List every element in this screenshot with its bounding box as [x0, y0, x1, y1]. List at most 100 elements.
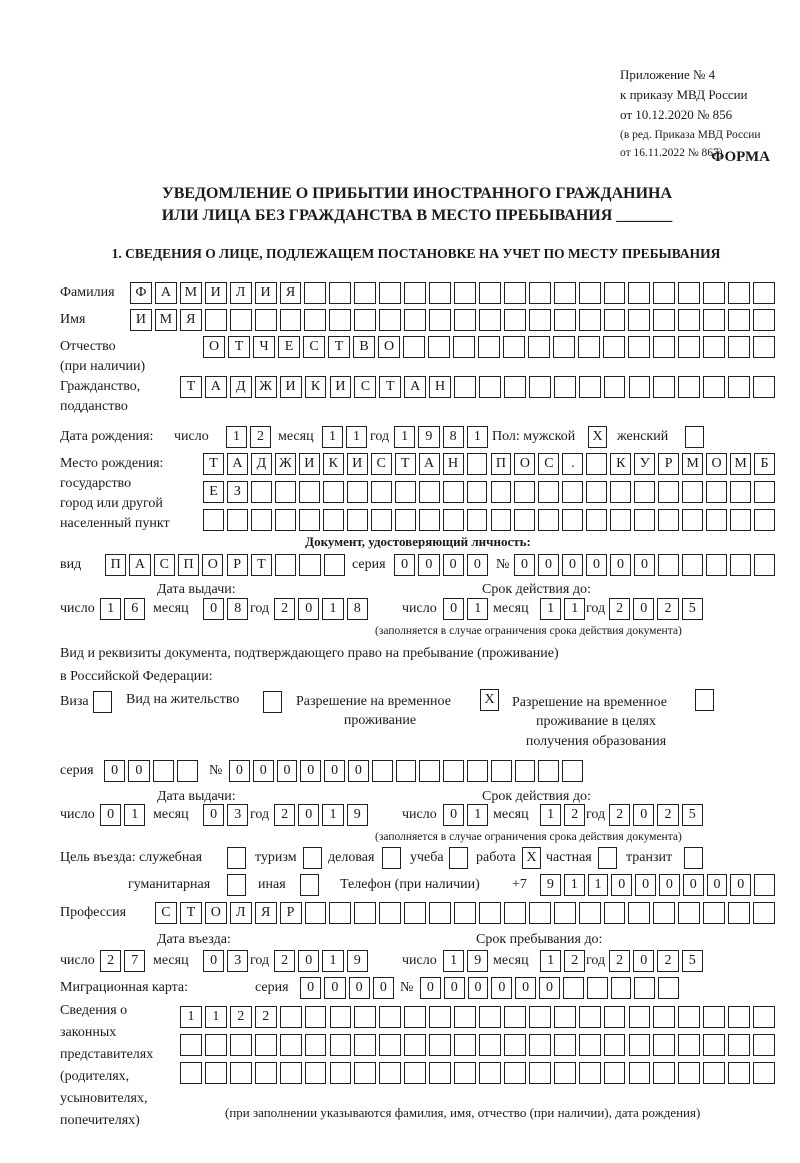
char-box[interactable]: 0	[635, 874, 656, 896]
char-box[interactable]	[706, 509, 728, 531]
char-box[interactable]	[428, 336, 450, 358]
char-box[interactable]	[354, 1062, 377, 1084]
char-box[interactable]	[754, 481, 775, 503]
char-box[interactable]	[754, 554, 775, 576]
char-box[interactable]	[454, 1006, 476, 1028]
char-box[interactable]	[634, 977, 656, 999]
char-box[interactable]: Т	[328, 336, 350, 358]
char-box[interactable]	[728, 902, 751, 924]
char-box[interactable]	[706, 554, 727, 576]
char-box[interactable]: 0	[443, 977, 465, 999]
char-box[interactable]	[514, 509, 536, 531]
char-box[interactable]: К	[304, 376, 327, 398]
char-box[interactable]	[395, 760, 417, 782]
char-box[interactable]	[274, 481, 296, 503]
char-box[interactable]	[478, 309, 501, 331]
char-box[interactable]	[379, 282, 402, 304]
char-box[interactable]: Я	[254, 902, 277, 924]
char-box[interactable]	[379, 902, 402, 924]
char-box[interactable]	[553, 1006, 576, 1028]
purpose-tourism-checkbox[interactable]	[303, 847, 322, 869]
char-box[interactable]: 0	[633, 804, 655, 826]
char-box[interactable]: Ч	[253, 336, 275, 358]
char-box[interactable]	[610, 977, 632, 999]
char-box[interactable]	[528, 309, 551, 331]
char-box[interactable]: Р	[279, 902, 302, 924]
char-box[interactable]	[354, 1034, 377, 1056]
char-box[interactable]	[628, 376, 651, 398]
char-box[interactable]	[528, 336, 550, 358]
char-box[interactable]: И	[130, 309, 152, 331]
char-box[interactable]	[370, 509, 392, 531]
purpose-work-checkbox[interactable]: X	[522, 847, 541, 869]
char-box[interactable]: Т	[179, 902, 202, 924]
char-box[interactable]	[678, 309, 701, 331]
char-box[interactable]	[404, 282, 427, 304]
char-box[interactable]: 1	[204, 1006, 227, 1028]
char-box[interactable]	[628, 1062, 651, 1084]
char-box[interactable]: У	[634, 453, 656, 475]
char-box[interactable]: С	[354, 376, 377, 398]
char-box[interactable]	[454, 282, 476, 304]
char-box[interactable]: 0	[229, 760, 250, 782]
char-box[interactable]	[730, 509, 752, 531]
char-box[interactable]	[346, 509, 368, 531]
char-box[interactable]	[514, 760, 536, 782]
char-box[interactable]	[703, 1034, 726, 1056]
char-box[interactable]: 0	[418, 554, 440, 576]
char-box[interactable]	[479, 1034, 501, 1056]
char-box[interactable]	[429, 1062, 452, 1084]
char-box[interactable]	[466, 453, 488, 475]
char-box[interactable]: 0	[324, 977, 346, 999]
char-box[interactable]: 0	[394, 554, 416, 576]
purpose-official-checkbox[interactable]	[227, 847, 246, 869]
char-box[interactable]	[229, 1062, 252, 1084]
char-box[interactable]	[753, 309, 775, 331]
char-box[interactable]	[728, 376, 751, 398]
char-box[interactable]: 5	[681, 598, 703, 620]
char-box[interactable]: О	[203, 336, 225, 358]
char-box[interactable]	[603, 376, 626, 398]
char-box[interactable]: Л	[229, 902, 252, 924]
char-box[interactable]	[562, 481, 584, 503]
char-box[interactable]: 0	[611, 874, 633, 896]
char-box[interactable]	[538, 760, 560, 782]
char-box[interactable]	[152, 760, 174, 782]
char-box[interactable]: 3	[227, 950, 249, 972]
char-box[interactable]	[180, 1034, 202, 1056]
char-box[interactable]	[299, 554, 321, 576]
char-box[interactable]	[628, 336, 650, 358]
char-box[interactable]	[279, 1062, 302, 1084]
char-box[interactable]	[682, 554, 703, 576]
char-box[interactable]: 0	[100, 804, 122, 826]
char-box[interactable]: А	[154, 282, 177, 304]
char-box[interactable]: 0	[443, 804, 465, 826]
char-box[interactable]	[490, 481, 512, 503]
char-box[interactable]	[678, 1062, 701, 1084]
char-box[interactable]: 0	[659, 874, 680, 896]
purpose-humanitarian-checkbox[interactable]	[227, 874, 246, 896]
char-box[interactable]: 0	[298, 598, 320, 620]
char-box[interactable]	[578, 902, 601, 924]
char-box[interactable]: 1	[100, 598, 122, 620]
char-box[interactable]: Е	[278, 336, 300, 358]
char-box[interactable]	[478, 902, 501, 924]
char-box[interactable]	[379, 1034, 402, 1056]
char-box[interactable]: 2	[657, 598, 679, 620]
char-box[interactable]	[226, 509, 248, 531]
char-box[interactable]	[429, 282, 451, 304]
char-box[interactable]	[528, 376, 551, 398]
char-box[interactable]	[304, 1062, 327, 1084]
char-box[interactable]: Т	[379, 376, 402, 398]
char-box[interactable]: 0	[348, 977, 370, 999]
